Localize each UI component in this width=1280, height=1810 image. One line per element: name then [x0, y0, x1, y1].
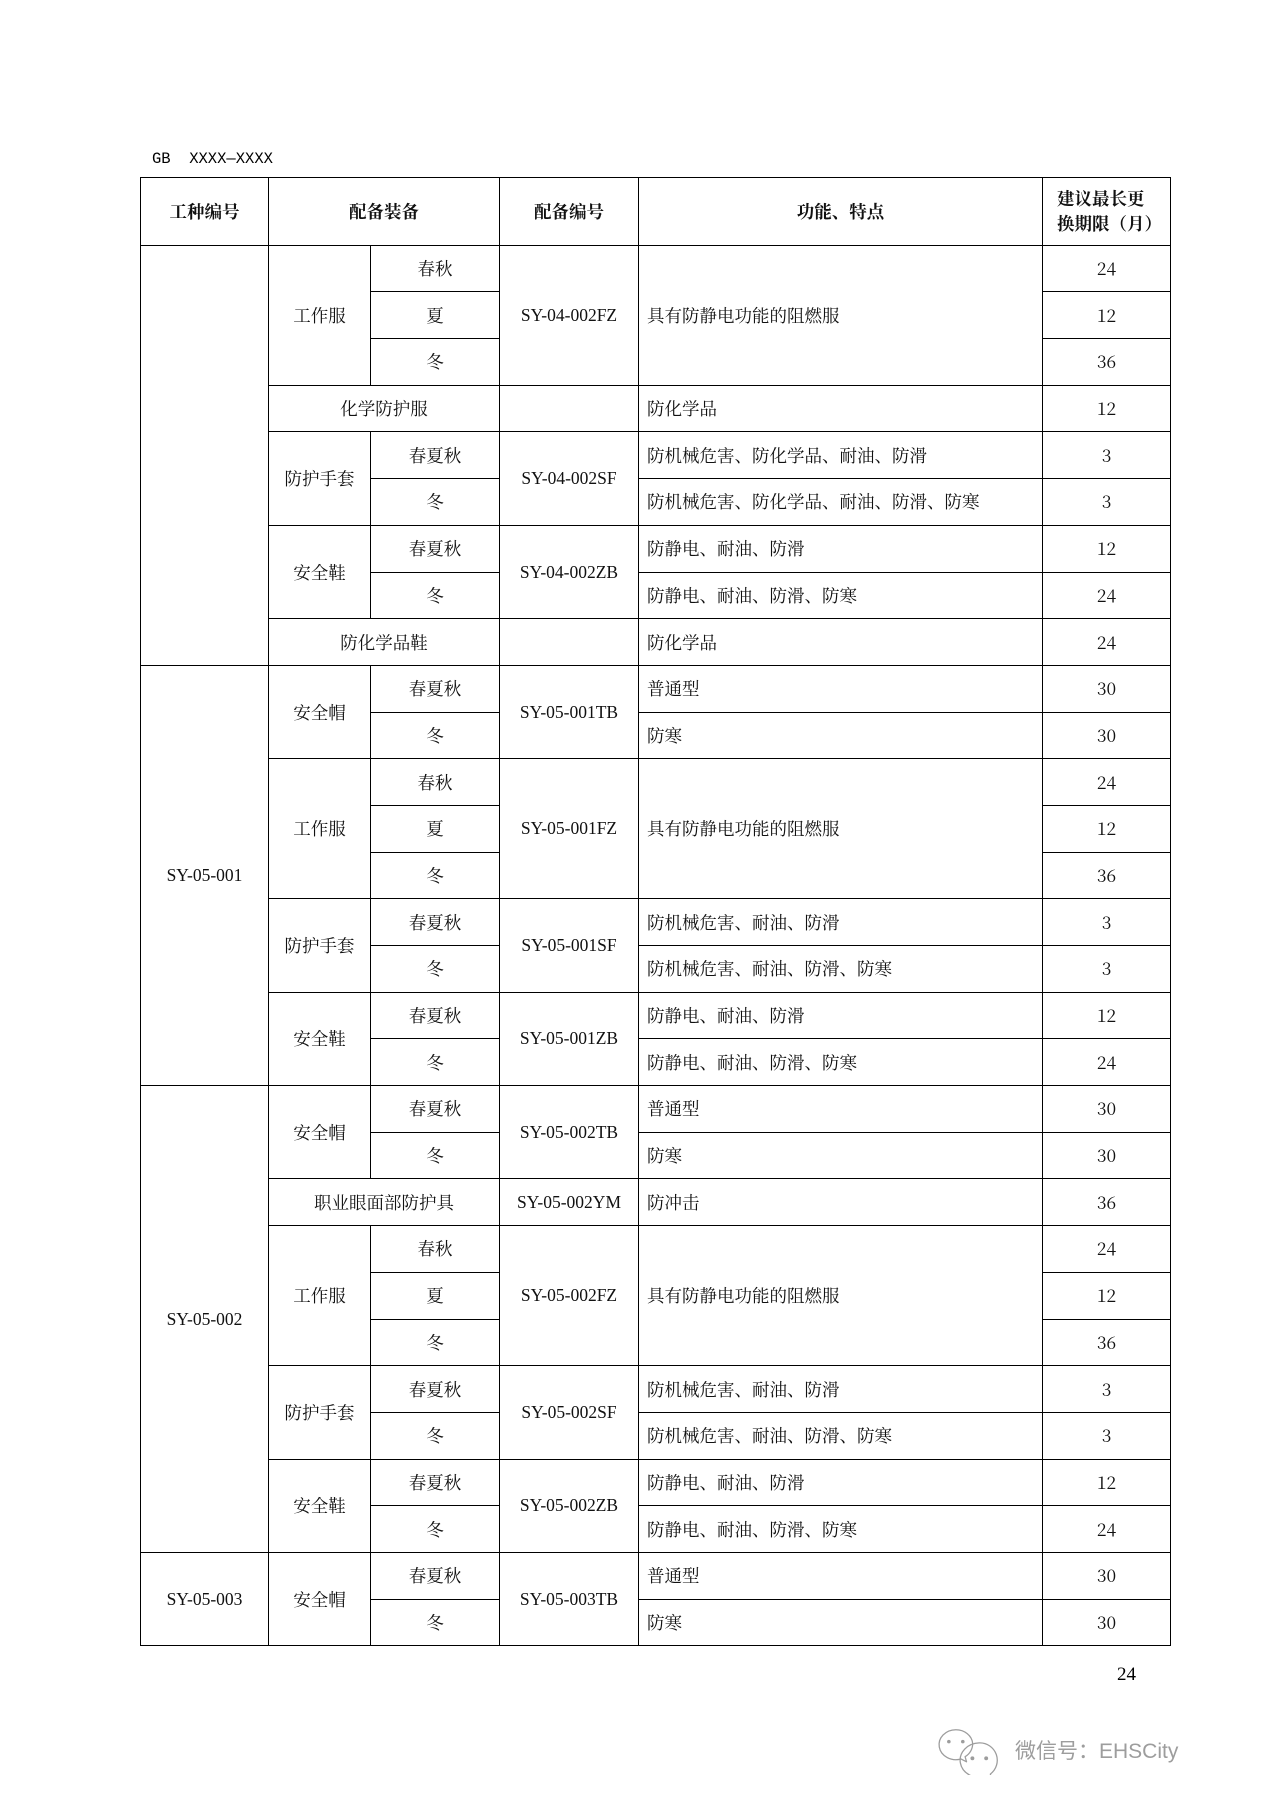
svg-text:微信号：EHSCity: 微信号：EHSCity — [1015, 1740, 1179, 1763]
